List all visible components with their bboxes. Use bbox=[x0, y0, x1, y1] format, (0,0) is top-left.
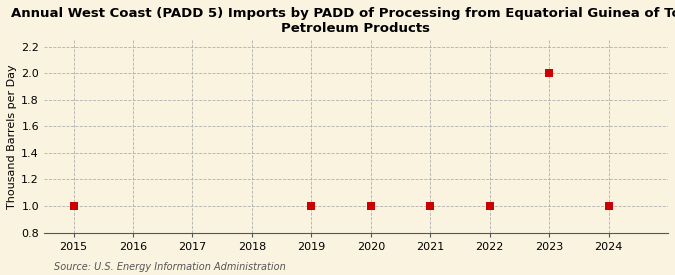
Point bbox=[306, 204, 317, 208]
Point bbox=[365, 204, 376, 208]
Point bbox=[484, 204, 495, 208]
Point bbox=[68, 204, 79, 208]
Y-axis label: Thousand Barrels per Day: Thousand Barrels per Day bbox=[7, 64, 17, 209]
Point bbox=[544, 71, 555, 76]
Point bbox=[425, 204, 435, 208]
Text: Source: U.S. Energy Information Administration: Source: U.S. Energy Information Administ… bbox=[54, 262, 286, 272]
Title: Annual West Coast (PADD 5) Imports by PADD of Processing from Equatorial Guinea : Annual West Coast (PADD 5) Imports by PA… bbox=[11, 7, 675, 35]
Point bbox=[603, 204, 614, 208]
